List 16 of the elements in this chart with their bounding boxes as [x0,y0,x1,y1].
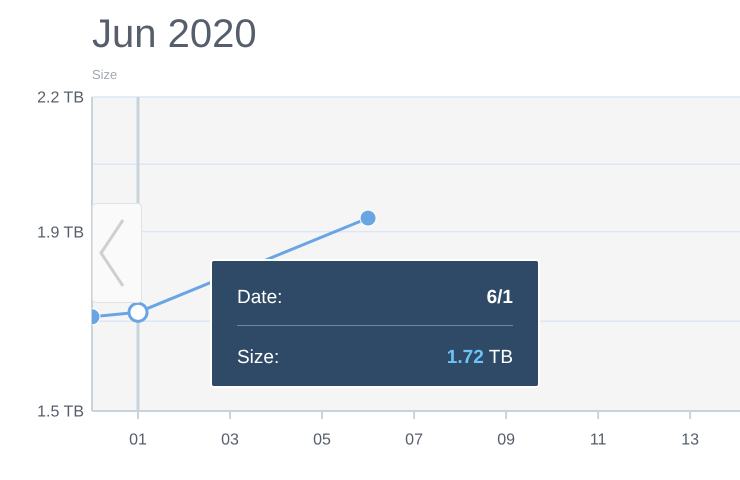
annotation: 6/1 [486,287,513,309]
x-tick-label: 09 [497,431,516,448]
x-tick-label: 07 [405,431,424,448]
x-tick-label: 11 [590,431,607,448]
y-axis-title: Size [92,67,118,82]
annotation: Size: [237,347,280,369]
x-tick-label: 03 [221,431,240,448]
chart-title: Jun 2020 [92,12,257,57]
x-tick-label: 13 [681,431,700,448]
x-tick-label: 05 [313,431,332,448]
annotation: 1.72 TB [446,347,513,369]
x-tick-label: 01 [129,431,148,448]
y-tick-label: 1.5 TB [37,404,84,421]
y-tick-label: 2.2 TB [37,90,84,107]
y-tick-label: 1.9 TB [37,224,84,242]
annotation: Date: [237,287,282,309]
